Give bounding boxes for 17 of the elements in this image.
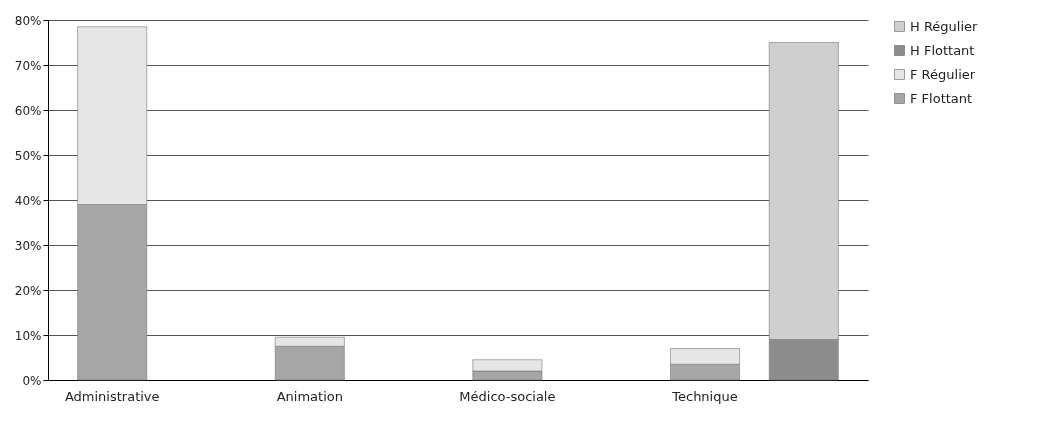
y-tick-label: 0% [22, 373, 42, 388]
legend-label: H Flottant [910, 42, 975, 58]
y-tick-label: 30% [14, 238, 42, 253]
y-tick-label: 50% [14, 148, 42, 163]
y-tick-label: 20% [14, 283, 42, 298]
x-tick-label: Médico-sociale [459, 388, 556, 404]
y-tick-label: 60% [14, 103, 42, 118]
legend-label: F Flottant [910, 90, 973, 106]
legend-label: H Régulier [910, 18, 979, 34]
x-tick-label: Technique [671, 388, 738, 404]
x-tick-label: Administrative [64, 388, 160, 404]
legend-label: F Régulier [910, 66, 976, 82]
y-tick-label: 40% [14, 193, 42, 208]
y-tick-label: 10% [14, 328, 42, 343]
x-tick-label: Animation [276, 388, 343, 404]
y-tick-label: 80% [14, 13, 42, 28]
y-tick-label: 70% [14, 58, 42, 73]
